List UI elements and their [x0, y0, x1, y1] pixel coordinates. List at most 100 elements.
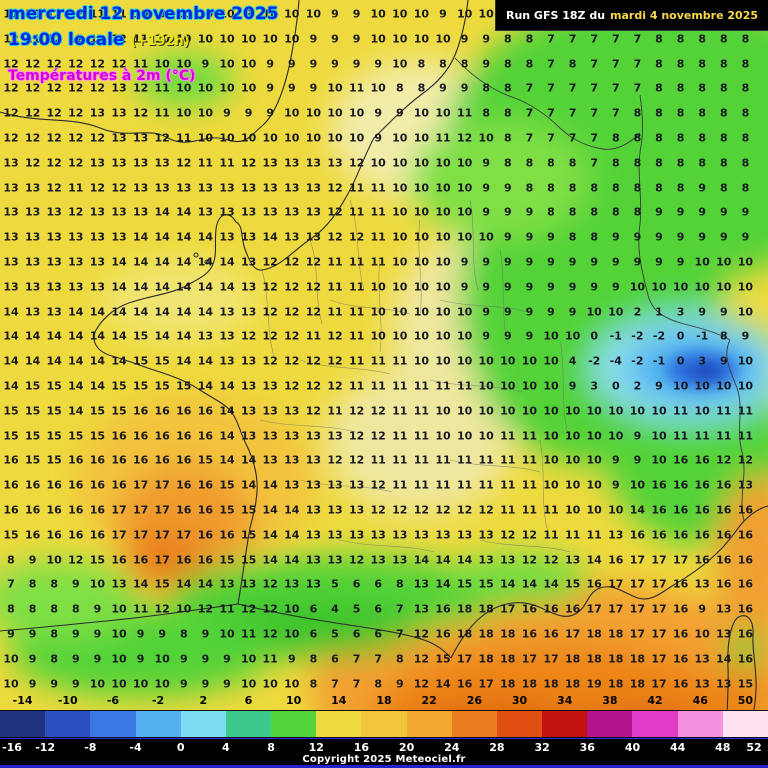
- temp-value: 11: [435, 478, 451, 492]
- temp-value: 9: [266, 57, 275, 71]
- temp-value: 4: [331, 602, 339, 616]
- temp-value: 10: [176, 602, 192, 616]
- temp-value: 10: [348, 131, 365, 145]
- temp-value: 10: [284, 106, 300, 120]
- temp-value: 17: [456, 652, 473, 666]
- temp-value: 12: [456, 131, 473, 145]
- temp-value: 13: [284, 181, 300, 195]
- temp-value: 14: [176, 354, 192, 368]
- temp-value: 15: [89, 553, 106, 567]
- temp-value: 8: [655, 106, 663, 120]
- temp-value: 10: [327, 106, 343, 120]
- temp-value: 16: [89, 528, 106, 542]
- temp-value: 10: [413, 106, 430, 120]
- temp-value: 13: [132, 181, 149, 195]
- temp-value: 14: [176, 305, 192, 319]
- temp-value: 9: [439, 7, 447, 21]
- temp-value: 10: [327, 81, 343, 95]
- temp-value: 7: [374, 652, 383, 666]
- temp-value: 14: [111, 255, 127, 269]
- temp-value: 11: [392, 404, 408, 418]
- temp-value: 14: [24, 354, 41, 368]
- color-scale-segment: [135, 711, 181, 737]
- temp-value: 10: [435, 354, 451, 368]
- temp-value: 8: [741, 81, 750, 95]
- temp-value: 10: [176, 57, 192, 71]
- temp-value: 11: [737, 429, 754, 443]
- temp-value: 14: [197, 230, 214, 244]
- temp-value: 16: [737, 602, 754, 616]
- temp-value: 14: [284, 503, 300, 517]
- temp-value: 16: [456, 677, 473, 691]
- temp-value: 8: [741, 57, 750, 71]
- temp-value: 11: [716, 404, 732, 418]
- temp-value: 1: [655, 305, 663, 319]
- temp-value: 14: [68, 354, 84, 368]
- temp-value: 13: [305, 478, 322, 492]
- temp-value: 11: [435, 131, 451, 145]
- temp-value: 10: [456, 156, 473, 170]
- scale-tick-label: 26: [466, 694, 482, 707]
- temp-value: 13: [3, 230, 19, 244]
- temp-value: 9: [525, 230, 534, 244]
- temp-value: 8: [698, 156, 707, 170]
- temp-value: 16: [197, 404, 214, 418]
- temp-value: 9: [352, 32, 361, 46]
- temp-value: 14: [154, 329, 170, 343]
- temp-value: 11: [478, 478, 494, 492]
- temp-value: 9: [50, 677, 59, 691]
- temp-value: 9: [547, 280, 555, 294]
- temp-value: 10: [89, 577, 106, 591]
- temp-value: 7: [331, 677, 339, 691]
- temp-value: 16: [672, 503, 689, 517]
- temp-value: 8: [525, 181, 534, 195]
- temp-value: 13: [284, 453, 300, 467]
- temp-value: 10: [586, 453, 602, 467]
- temp-value: 12: [46, 106, 62, 120]
- temp-value: 9: [719, 230, 728, 244]
- temp-value: 9: [719, 354, 728, 368]
- temp-value: 8: [590, 181, 599, 195]
- temp-value: 10: [46, 553, 62, 567]
- temp-value: 10: [305, 7, 322, 21]
- temp-value: 16: [24, 503, 41, 517]
- temp-value: 9: [460, 32, 469, 46]
- temp-value: 9: [439, 81, 447, 95]
- temp-value: 11: [132, 57, 149, 71]
- temp-value: 15: [132, 354, 149, 368]
- scale-tick-label: 4: [222, 741, 230, 754]
- temp-value: 8: [28, 602, 37, 616]
- temp-value: 10: [435, 32, 451, 46]
- temp-value: 13: [694, 652, 710, 666]
- temp-value: 16: [672, 652, 689, 666]
- temp-value: 11: [392, 379, 408, 393]
- temp-value: 8: [676, 32, 685, 46]
- temp-value: 16: [68, 453, 84, 467]
- temp-value: 12: [89, 57, 106, 71]
- temp-value: 17: [564, 627, 581, 641]
- temp-value: 10: [564, 503, 581, 517]
- temp-value: 8: [655, 81, 663, 95]
- temp-value: 14: [68, 379, 84, 393]
- temp-value: 9: [482, 255, 491, 269]
- temp-value: 8: [503, 131, 512, 145]
- temp-value: 13: [305, 181, 322, 195]
- temp-value: 18: [608, 627, 624, 641]
- temp-value: 12: [370, 429, 386, 443]
- temp-value: 16: [564, 602, 581, 616]
- temp-value: 12: [132, 106, 149, 120]
- temp-value: 17: [111, 503, 127, 517]
- temp-value: 10: [694, 280, 710, 294]
- color-scale-segment: [632, 711, 678, 737]
- temp-value: 11: [672, 429, 689, 443]
- temp-value: 9: [71, 677, 80, 691]
- temp-value: 14: [240, 453, 257, 467]
- temp-value: 13: [46, 305, 62, 319]
- temp-value: 15: [176, 379, 192, 393]
- temp-value: 13: [68, 255, 84, 269]
- temp-value: 9: [201, 652, 210, 666]
- temp-value: 8: [482, 81, 491, 95]
- temp-value: 16: [197, 478, 214, 492]
- temp-value: 10: [564, 329, 581, 343]
